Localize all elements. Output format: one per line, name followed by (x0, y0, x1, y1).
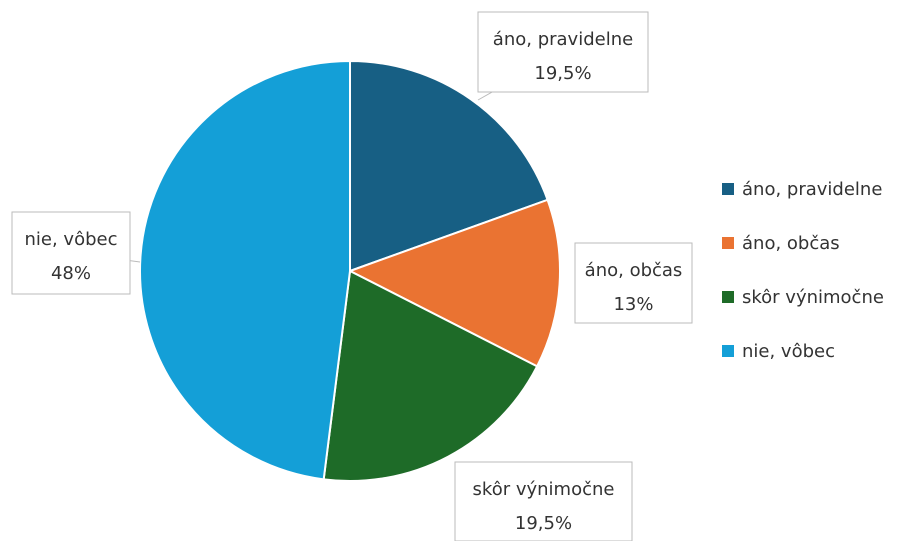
callout-box (477, 11, 649, 93)
legend-label: nie, vôbec (742, 341, 835, 362)
data-label-name: nie, vôbec (25, 229, 118, 250)
callout-box (454, 461, 633, 541)
callout-box (11, 211, 131, 295)
data-label-value: 48% (51, 263, 91, 284)
pie-slice (349, 59, 549, 273)
data-label-value: 13% (613, 294, 653, 315)
legend-label: áno, pravidelne (742, 179, 882, 200)
legend-swatch (722, 237, 734, 249)
data-label-name: áno, pravidelne (493, 29, 633, 50)
pie-slice (347, 198, 561, 368)
data-label-name: áno, občas (585, 260, 683, 281)
legend-label: áno, občas (742, 233, 840, 254)
legend-swatch (722, 291, 734, 303)
callout-box (574, 242, 693, 324)
legend-swatch (722, 183, 734, 195)
legend-label: skôr výnimočne (742, 287, 884, 308)
legend-swatch (722, 345, 734, 357)
data-label-name: skôr výnimočne (473, 479, 615, 500)
data-label-value: 19,5% (515, 513, 572, 534)
data-label-value: 19,5% (534, 63, 591, 84)
pie-slice (322, 269, 539, 482)
pie-slice (139, 59, 351, 481)
